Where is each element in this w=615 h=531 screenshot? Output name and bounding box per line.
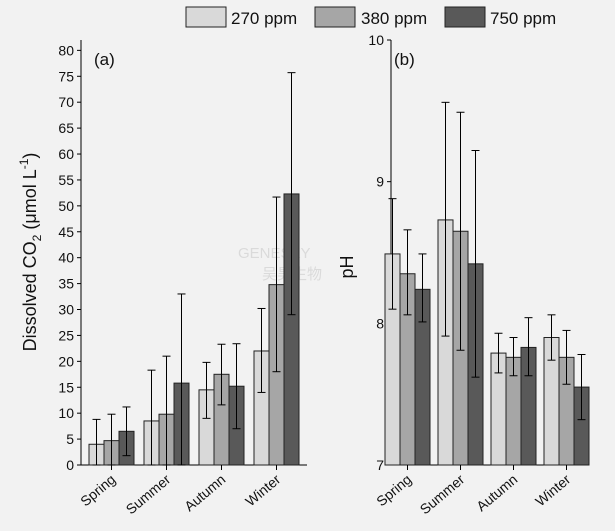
y-tick-label: 30 — [58, 302, 74, 318]
panel-b-bars — [384, 101, 590, 466]
y-tick-label: 10 — [368, 32, 384, 48]
panel-a-bars — [88, 72, 300, 466]
x-category-label: Autumn — [181, 471, 228, 514]
panel-a-xlabels: Spring Summer Autumn Winter — [77, 465, 284, 517]
legend-label-750: 750 ppm — [490, 9, 556, 28]
y-tick-label: 5 — [66, 431, 74, 447]
y-tick-label: 70 — [58, 94, 74, 110]
y-tick-label: 45 — [58, 224, 74, 240]
y-tick-label: 15 — [58, 379, 74, 395]
y-tick-label: 60 — [58, 146, 74, 162]
x-category-label: Spring — [77, 471, 118, 509]
watermark: GENESKY 吴昊生物 — [238, 245, 322, 283]
panel-b-label: (b) — [394, 50, 415, 69]
y-tick-label: 9 — [376, 174, 384, 190]
x-category-label: Autumn — [473, 471, 520, 514]
panel-b-ph: (b) pH 7 8 9 10 Spring Summer Autumn Winter — [337, 32, 590, 517]
y-tick-label: 35 — [58, 276, 74, 292]
y-tick-label: 55 — [58, 172, 74, 188]
y-tick-label: 8 — [376, 315, 384, 331]
y-tick-label: 50 — [58, 198, 74, 214]
legend: 270 ppm 380 ppm 750 ppm — [185, 6, 556, 28]
y-tick-label: 65 — [58, 120, 74, 136]
legend-swatch-380 — [314, 6, 356, 28]
watermark-text: GENESKY — [238, 245, 311, 262]
panel-a-ylabel: Dissolved CO2 (μmol L-1) — [17, 153, 44, 352]
y-tick-label: 25 — [58, 327, 74, 343]
x-category-label: Spring — [373, 471, 414, 509]
y-tick-label: 40 — [58, 250, 74, 266]
y-tick-label: 7 — [376, 457, 384, 473]
y-tick-label: 75 — [58, 68, 74, 84]
legend-swatch-270 — [185, 6, 227, 28]
x-category-label: Summer — [417, 471, 468, 517]
legend-label-270: 270 ppm — [231, 9, 297, 28]
y-tick-label: 80 — [58, 42, 74, 58]
x-category-label: Winter — [242, 471, 284, 509]
y-tick-label: 10 — [58, 405, 74, 421]
panel-a-yticks: 0 5 10 15 20 25 30 35 40 45 50 55 60 65 70 75 80 — [58, 42, 81, 473]
x-category-label: Winter — [532, 471, 574, 509]
y-tick-label: 0 — [66, 457, 74, 473]
x-category-label: Summer — [123, 471, 174, 517]
panel-b-xlabels: Spring Summer Autumn Winter — [373, 465, 574, 517]
legend-swatch-750 — [444, 6, 486, 28]
legend-label-380: 380 ppm — [361, 9, 427, 28]
y-tick-label: 20 — [58, 353, 74, 369]
panel-b-ylabel: pH — [337, 255, 357, 278]
panel-a-label: (a) — [94, 50, 115, 69]
